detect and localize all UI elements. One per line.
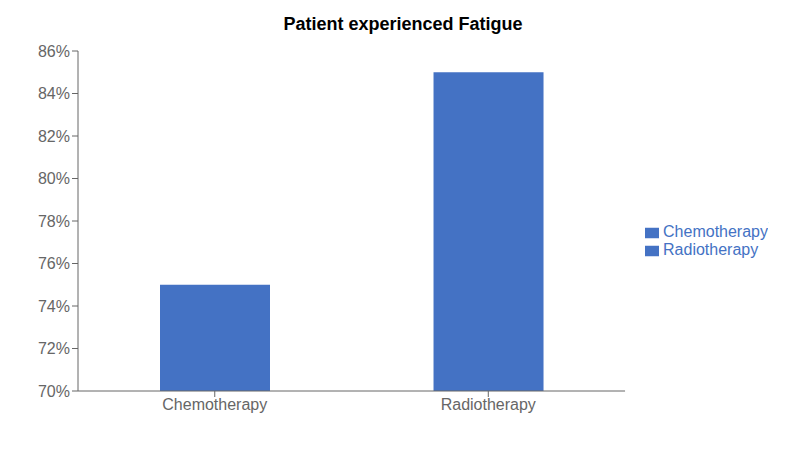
svg-text:84%: 84% — [38, 85, 70, 102]
svg-text:74%: 74% — [38, 298, 70, 315]
svg-text:Radiotherapy: Radiotherapy — [441, 396, 536, 413]
svg-text:76%: 76% — [38, 255, 70, 272]
svg-text:80%: 80% — [38, 170, 70, 187]
svg-text:86%: 86% — [38, 43, 70, 60]
svg-text:78%: 78% — [38, 213, 70, 230]
html-text:Patient experienced Fatigue: Patient experienced Fatigue — [283, 14, 523, 34]
html-text:Chemotherapy: Chemotherapy — [663, 223, 768, 240]
svg-text:70%: 70% — [38, 383, 70, 400]
svg-text:Chemotherapy: Chemotherapy — [162, 396, 267, 413]
html-text:Radiotherapy: Radiotherapy — [663, 241, 759, 258]
svg-text:72%: 72% — [38, 340, 70, 357]
svg-text:82%: 82% — [38, 128, 70, 145]
